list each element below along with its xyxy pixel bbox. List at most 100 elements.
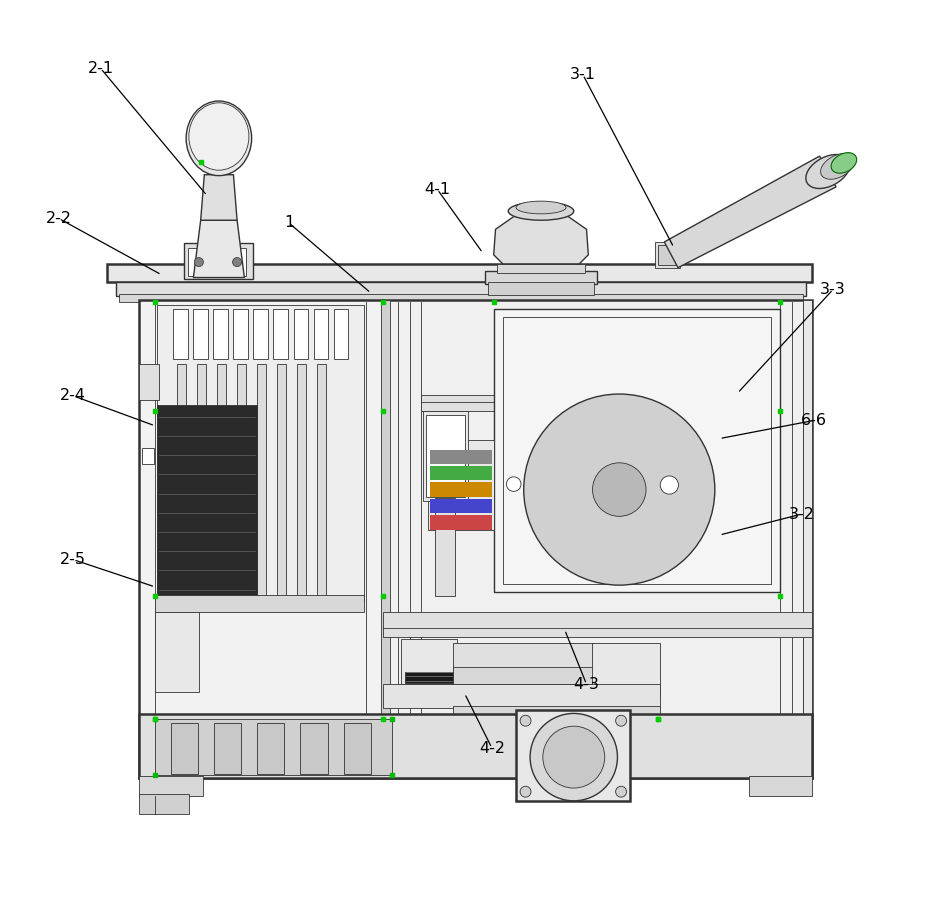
Bar: [188, 248, 211, 276]
Bar: [237, 364, 246, 596]
Bar: [430, 515, 492, 530]
Circle shape: [520, 786, 531, 797]
Bar: [257, 364, 266, 596]
Circle shape: [615, 786, 627, 797]
Bar: [233, 309, 248, 359]
Text: 3-2: 3-2: [788, 507, 814, 521]
Bar: [430, 482, 492, 497]
Bar: [404, 672, 454, 682]
Bar: [657, 245, 677, 265]
Bar: [139, 714, 812, 778]
Text: 4-2: 4-2: [479, 741, 505, 755]
Circle shape: [592, 463, 646, 516]
Bar: [142, 448, 154, 464]
Circle shape: [194, 258, 204, 267]
Bar: [421, 395, 781, 411]
Bar: [294, 309, 308, 359]
Bar: [430, 450, 492, 464]
Bar: [297, 364, 306, 596]
Bar: [343, 723, 371, 774]
Polygon shape: [201, 175, 237, 220]
Bar: [748, 776, 812, 796]
Ellipse shape: [805, 155, 850, 188]
Bar: [380, 300, 390, 778]
Bar: [107, 264, 812, 282]
Bar: [214, 723, 242, 774]
Bar: [318, 364, 326, 596]
Bar: [485, 271, 597, 284]
Bar: [139, 300, 382, 778]
Bar: [453, 643, 593, 669]
Text: 4-3: 4-3: [573, 677, 599, 692]
Bar: [116, 282, 805, 296]
Polygon shape: [494, 211, 589, 264]
Bar: [177, 364, 186, 596]
Bar: [301, 723, 328, 774]
Bar: [803, 300, 812, 778]
Circle shape: [507, 477, 521, 491]
Bar: [254, 309, 268, 359]
Circle shape: [660, 476, 678, 494]
Bar: [197, 364, 206, 596]
Ellipse shape: [516, 201, 566, 214]
Bar: [155, 719, 392, 775]
Bar: [184, 243, 253, 279]
Bar: [155, 595, 364, 612]
Bar: [139, 776, 203, 796]
Bar: [592, 643, 660, 696]
Bar: [213, 309, 228, 359]
Bar: [382, 300, 812, 778]
Ellipse shape: [186, 101, 252, 176]
Bar: [494, 309, 781, 592]
Bar: [119, 294, 803, 302]
Circle shape: [530, 713, 617, 801]
Text: 2-1: 2-1: [87, 61, 113, 76]
Bar: [430, 499, 492, 513]
Text: 2-2: 2-2: [46, 211, 71, 226]
Ellipse shape: [831, 153, 857, 173]
Bar: [223, 248, 246, 276]
Text: 1: 1: [283, 216, 294, 230]
Text: 6-6: 6-6: [801, 413, 827, 428]
Bar: [139, 364, 159, 400]
Bar: [155, 612, 199, 692]
Bar: [423, 411, 468, 500]
Bar: [314, 309, 328, 359]
Bar: [503, 317, 771, 584]
Bar: [488, 282, 593, 295]
Bar: [139, 794, 189, 814]
Bar: [428, 440, 494, 530]
Bar: [277, 364, 286, 596]
Circle shape: [520, 715, 531, 726]
Circle shape: [615, 715, 627, 726]
Polygon shape: [665, 157, 836, 268]
Bar: [170, 723, 198, 774]
Text: 3-1: 3-1: [570, 67, 596, 82]
Bar: [426, 415, 465, 497]
Bar: [274, 309, 288, 359]
Bar: [453, 706, 660, 721]
Polygon shape: [193, 220, 244, 278]
Bar: [453, 667, 593, 684]
Bar: [193, 309, 208, 359]
Bar: [497, 264, 585, 273]
Bar: [382, 612, 812, 637]
Bar: [173, 309, 188, 359]
Bar: [382, 684, 660, 708]
Bar: [157, 305, 364, 601]
Bar: [401, 639, 457, 684]
Bar: [257, 723, 284, 774]
Bar: [430, 466, 492, 480]
Ellipse shape: [508, 202, 573, 220]
Bar: [516, 710, 631, 801]
Circle shape: [543, 726, 605, 788]
Bar: [436, 498, 456, 596]
Text: 2-5: 2-5: [60, 552, 87, 567]
Bar: [157, 405, 257, 596]
Bar: [655, 242, 680, 268]
Circle shape: [524, 394, 715, 585]
Ellipse shape: [821, 154, 854, 179]
Text: 2-4: 2-4: [60, 389, 87, 403]
Ellipse shape: [189, 103, 249, 170]
Text: 4-1: 4-1: [424, 182, 451, 197]
